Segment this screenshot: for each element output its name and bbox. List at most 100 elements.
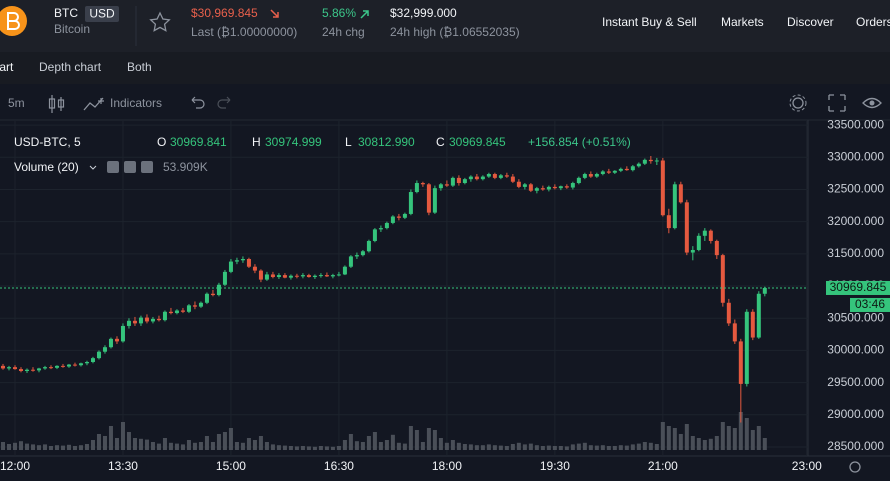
candle-body	[510, 176, 515, 182]
redo[interactable]	[217, 96, 231, 109]
volume-bar	[246, 438, 251, 450]
volume-bar	[672, 428, 677, 450]
candle-body	[390, 216, 395, 223]
candle-body	[306, 275, 311, 278]
volume-bar	[354, 441, 359, 450]
legend-key: H	[252, 135, 261, 149]
nav-link[interactable]: Markets	[721, 15, 764, 29]
y-tick-label: 28500.000	[827, 439, 884, 453]
volume-bar	[534, 445, 539, 450]
volume-bar	[168, 442, 173, 450]
candle-body	[288, 275, 293, 278]
candle-body	[624, 168, 629, 171]
volume-bar	[420, 442, 425, 450]
volume-bar	[186, 440, 191, 450]
toolbar	[0, 84, 890, 120]
y-tick-label: 29000.000	[827, 407, 884, 421]
tab[interactable]: Chart	[0, 60, 14, 74]
candle-body	[366, 240, 371, 252]
volume-bar	[618, 445, 623, 450]
candle-body	[240, 258, 245, 261]
volume-label: Volume (20)	[14, 160, 79, 174]
candle-body	[312, 275, 317, 278]
volume-bar	[114, 438, 119, 450]
axis-settings[interactable]	[849, 461, 861, 473]
volume-caret[interactable]	[89, 165, 97, 170]
volume-bar	[198, 442, 203, 450]
volume-bar	[582, 442, 587, 450]
candle-body	[498, 175, 503, 178]
candle-body	[666, 215, 671, 229]
candle-body	[12, 367, 17, 370]
volume-bar	[732, 428, 737, 450]
volume-bar	[492, 445, 497, 450]
candle-body	[78, 363, 83, 366]
candle-body	[336, 274, 341, 276]
candle-body	[504, 175, 509, 177]
volume-bar	[606, 446, 611, 450]
volume-bar	[54, 445, 59, 450]
volume-bar	[174, 443, 179, 450]
volume-bar	[474, 445, 479, 450]
volume-bar	[636, 443, 641, 450]
candle-body	[426, 184, 431, 213]
last-label: Last (₿1.00000000)	[191, 25, 297, 39]
candle-body	[174, 310, 179, 314]
volume-bar	[402, 443, 407, 450]
candle-body	[582, 174, 587, 178]
candle-body	[102, 347, 107, 352]
candle-body	[462, 179, 467, 184]
candle-body	[90, 358, 95, 363]
volume-bar	[498, 445, 503, 450]
fullscreen[interactable]	[828, 94, 846, 112]
nav-link[interactable]: Discover	[787, 15, 834, 29]
volume-bar	[150, 442, 155, 450]
candle-body	[210, 293, 215, 296]
volume-bar	[570, 444, 575, 450]
volume-bar	[348, 434, 353, 450]
tab[interactable]: Depth chart	[39, 60, 102, 74]
visibility[interactable]	[862, 97, 882, 109]
change: 5.86%	[322, 6, 356, 20]
volume-bar	[24, 443, 29, 450]
candle-body	[750, 311, 755, 338]
volume-eye[interactable]	[107, 161, 119, 173]
candle-body	[648, 159, 653, 162]
volume-bar	[252, 440, 257, 450]
favorite-star[interactable]	[149, 11, 171, 32]
candle-body	[330, 275, 335, 277]
candle-body	[126, 320, 131, 326]
volume-settings[interactable]	[124, 161, 136, 173]
coin-glyph	[7, 12, 20, 30]
indicators-icon[interactable]	[83, 97, 104, 111]
nav-link[interactable]: Instant Buy & Sell	[602, 15, 697, 29]
candle-body	[84, 362, 89, 364]
volume-bar	[588, 445, 593, 450]
indicators[interactable]: Indicators	[110, 96, 162, 110]
volume-close[interactable]	[141, 161, 153, 173]
volume-bar	[666, 426, 671, 450]
candle-body	[546, 186, 551, 190]
coin-name: Bitcoin	[54, 22, 90, 36]
candle-body	[168, 311, 173, 314]
candle-body	[264, 274, 269, 280]
y-tick-label: 29500.000	[827, 375, 884, 389]
candle-body	[420, 183, 425, 185]
y-tick-label: 33500.000	[827, 117, 884, 131]
settings[interactable]	[792, 97, 804, 109]
interval[interactable]: 5m	[8, 96, 25, 110]
candle-body	[282, 275, 287, 278]
nav-link[interactable]: Orders	[856, 15, 890, 29]
volume-bar	[462, 444, 467, 450]
undo[interactable]	[191, 96, 205, 109]
candle-body	[468, 176, 473, 180]
axes: 28500.000 29000.000 29500.000 30000.000 3050…	[0, 117, 890, 473]
candle-body	[204, 293, 209, 303]
candle-type-icon[interactable]	[48, 95, 65, 113]
tab[interactable]: Both	[127, 60, 152, 74]
candle-body	[528, 184, 533, 191]
volume-bar	[204, 436, 209, 450]
candle-body	[456, 177, 461, 184]
candle-body	[396, 216, 401, 218]
